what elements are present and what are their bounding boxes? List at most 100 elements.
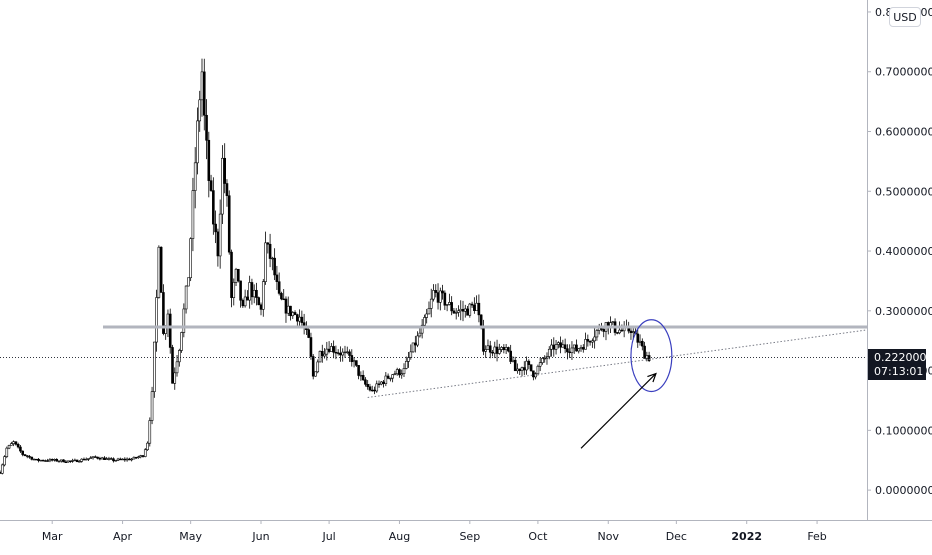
candle-down [647,355,651,361]
bar-countdown: 07:13:01 [874,365,924,379]
candle-down [98,457,102,460]
candle-down [273,257,276,276]
candle-down [69,460,72,462]
candle-down [259,304,263,310]
candle-up [234,268,238,283]
candle-down [282,298,286,301]
x-tick-label: Apr [113,530,133,543]
candle-up [5,447,9,457]
candle-down [225,183,229,197]
price-axis[interactable]: 0.000000000.100000000.200000000.30000000… [867,6,932,497]
candle-down [241,299,245,307]
candle-up [252,289,256,298]
candle-down [348,351,351,356]
candle-down [441,290,444,294]
candle-up [221,157,224,215]
candle-up [591,340,594,343]
candle-down [434,290,438,293]
ellipse-annotation[interactable] [630,319,673,393]
currency-badge[interactable]: USD [889,7,921,27]
candle-up [71,460,74,462]
candle-up [500,347,503,350]
candle-up [416,335,419,346]
candle-down [239,280,242,301]
candle-up [463,308,467,312]
candle-up [561,344,565,348]
candle-up [286,305,290,314]
candle-down [202,71,206,116]
candle-down [275,274,279,282]
candle-up [84,458,88,461]
candle-down [477,302,481,316]
candle-up [525,360,528,371]
candle-down [566,348,569,353]
candle-down [552,344,556,350]
candle-up [520,367,524,371]
candle-up [393,373,397,375]
candle-up [323,353,326,357]
candle-down [277,281,281,294]
x-tick-label: Nov [598,530,620,543]
candle-up [445,304,449,306]
candle-down [507,347,510,352]
candle-up [384,375,388,384]
candle-down [575,344,578,352]
candle-up [554,344,558,350]
arrow-annotation[interactable] [580,372,657,449]
candle-up [196,120,199,164]
candle-down [237,268,240,282]
candle-down [209,180,213,191]
candle-up [318,350,322,363]
candle-up [536,365,540,375]
candle-up [182,308,186,333]
candle-up [187,277,190,287]
candle-up [400,373,404,376]
candle-down [171,347,174,384]
candle-down [629,330,633,334]
candle-down [21,450,24,455]
candle-down [518,368,522,371]
candle-down [482,327,485,352]
candle-up [180,332,183,351]
candle-down [112,458,115,462]
candle-down [14,441,18,445]
candle-up [105,458,108,460]
candle-down [216,231,220,257]
x-tick-label: Sep [459,530,480,543]
candle-up [189,238,192,279]
candle-down [509,350,512,362]
candle-down [230,251,233,298]
candle-up [432,290,435,300]
candle-up [132,456,136,460]
candle-down [443,292,447,306]
candle-up [579,347,583,350]
candle-up [166,313,170,328]
candle-down [586,339,590,342]
candle-down [55,459,59,462]
x-tick-label: Dec [666,530,687,543]
candle-down [355,360,358,366]
candle-down [300,316,304,323]
candle-down [289,305,292,317]
candle-down [309,337,313,357]
candle-up [375,383,379,392]
time-axis[interactable]: Mar Apr May Jun Jul Aug Sep Oct Nov Dec 2022 Feb [42,520,827,543]
candle-down [466,308,469,316]
trendline[interactable] [367,329,868,398]
candle-up [191,190,195,239]
candle-up [423,317,426,326]
candle-down [320,350,324,357]
candle-down [332,346,335,353]
candle-up [454,312,458,314]
candle-down [214,223,217,233]
candle-down [62,459,65,463]
candle-up [645,355,649,359]
x-tick-label: 2022 [731,530,762,543]
candle-up [379,381,383,385]
candle-up [314,371,317,377]
